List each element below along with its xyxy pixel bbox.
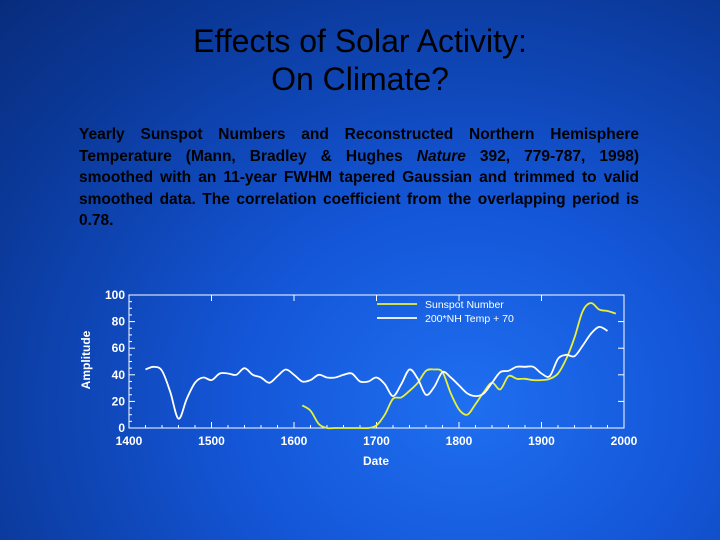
sunspot-temperature-chart: 1400 1500 1600 1700 1800 1900 2000 0 20 40 60 80 10… (79, 288, 638, 468)
x-tick-label: 1700 (363, 434, 390, 448)
caption-text-1: Yearly Sunspot Numbers and Reconstructed… (79, 126, 639, 165)
x-tick-label: 1400 (116, 434, 143, 448)
plot-border (128, 294, 625, 429)
x-axis-label: Date (363, 454, 389, 468)
legend-label-2: 200*NH Temp + 70 (425, 313, 514, 325)
y-tick-label: 60 (112, 341, 126, 355)
slide-title-line-1: Effects of Solar Activity: (193, 23, 527, 59)
legend: Sunspot Number 200*NH Temp + 70 (377, 299, 514, 325)
sunspot-number-line (301, 302, 617, 430)
figure-caption: Yearly Sunspot Numbers and Reconstructed… (79, 124, 639, 232)
series-layer (145, 302, 617, 430)
x-tick-label: 1600 (281, 434, 308, 448)
y-tick-label: 80 (112, 315, 126, 329)
plot-frame (128, 294, 625, 429)
y-tick-label: 40 (112, 368, 126, 382)
caption-journal-name: Nature (416, 147, 466, 165)
x-tick-label: 1500 (198, 434, 225, 448)
legend-label-1: Sunspot Number (425, 299, 504, 311)
nh-temperature-line (145, 325, 608, 420)
slide-title-line-2: On Climate? (271, 61, 449, 97)
y-axis: 0 20 40 60 80 100 (105, 288, 624, 435)
x-axis: 1400 1500 1600 1700 1800 1900 2000 (116, 295, 638, 448)
x-tick-label: 2000 (611, 434, 638, 448)
caption-text-2: 392, 779-787, 1998) smoothed with an 11-… (79, 147, 640, 230)
y-tick-label: 100 (105, 288, 125, 302)
x-tick-label: 1800 (446, 434, 473, 448)
x-tick-label: 1900 (528, 434, 555, 448)
y-tick-label: 20 (112, 394, 126, 408)
slide-title: Effects of Solar Activity: On Climate? (0, 22, 720, 98)
y-tick-label: 0 (118, 421, 125, 435)
y-axis-label: Amplitude (79, 330, 93, 389)
